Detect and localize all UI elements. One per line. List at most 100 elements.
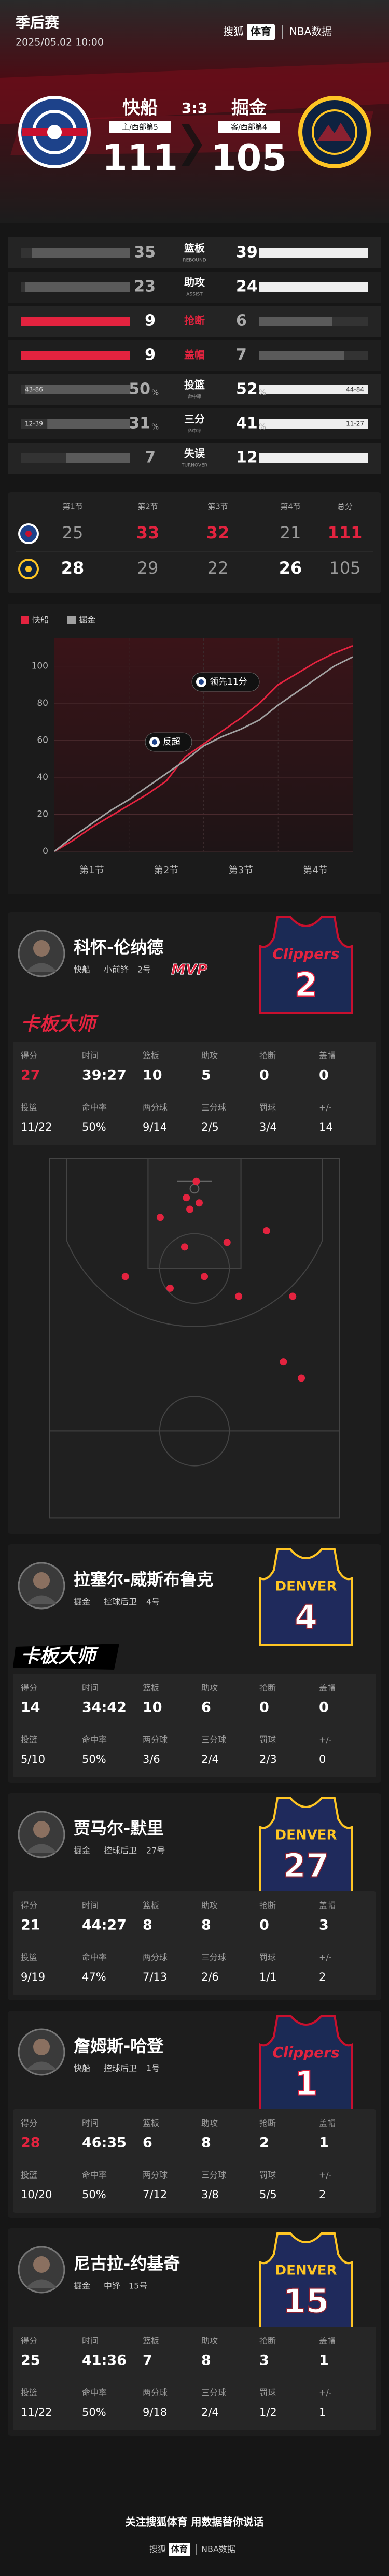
- shot: [223, 1239, 231, 1246]
- stat-value: 2/4: [201, 2406, 219, 2418]
- stat-label: 罚球: [259, 2170, 276, 2180]
- away-bar: [259, 351, 344, 360]
- series-score: 3:3: [182, 99, 207, 117]
- stat-label: 抢断: [184, 315, 205, 327]
- quarter-header: 第4节: [280, 502, 301, 511]
- player-number: 15号: [129, 2281, 147, 2291]
- footer-slogan: 关注搜狐体育 用数据替你说话: [126, 2516, 264, 2528]
- legend-swatch: [67, 616, 76, 624]
- stat-label: 命中率: [82, 1953, 107, 1962]
- player-position: 小前锋: [104, 965, 129, 975]
- jersey-number: 4: [295, 1599, 318, 1637]
- stat-value: 7/13: [143, 1971, 167, 1983]
- away-bar: [259, 282, 368, 292]
- stat-value: 1: [319, 2135, 329, 2151]
- stat-value: 21: [21, 1917, 40, 1933]
- away-bar: [259, 419, 368, 429]
- jersey: [259, 916, 353, 1014]
- stat-value: 14: [319, 1121, 333, 1133]
- stat-value: 9/18: [143, 2406, 167, 2418]
- stat-label: 得分: [21, 1051, 37, 1061]
- stat-label: 命中率: [82, 1103, 107, 1113]
- stat-label: 罚球: [259, 1103, 276, 1113]
- away-quarter-score: 22: [207, 558, 229, 578]
- y-tick-label: 0: [43, 846, 48, 857]
- stat-value: 50%: [82, 1121, 106, 1133]
- stat-value: 3: [319, 1917, 329, 1933]
- stat-label: 助攻: [201, 1901, 218, 1911]
- stat-value: 3/6: [143, 1753, 160, 1766]
- away-detail: 44-84: [346, 386, 364, 393]
- stat-value: 50%: [82, 2188, 106, 2201]
- footer-brand-box: [169, 2543, 190, 2556]
- jersey-text: DENVER: [275, 2263, 337, 2279]
- away-quarter-score: 26: [279, 558, 302, 578]
- jersey-number: 15: [283, 2283, 329, 2321]
- shot: [186, 1205, 194, 1213]
- datetime: 2025/05.02 10:00: [16, 37, 104, 48]
- brush-stroke: [0, 62, 389, 124]
- court-center: [159, 1396, 230, 1467]
- brand-box-text: 体育: [251, 25, 271, 38]
- player-position: 控球后卫: [104, 2063, 137, 2073]
- stat-label: 三分球: [201, 1103, 226, 1113]
- shot: [201, 1273, 209, 1280]
- away-value: 7: [236, 346, 247, 364]
- home-value: 9: [145, 312, 156, 330]
- jersey-text: DENVER: [275, 1579, 337, 1595]
- away-value: 12: [236, 449, 258, 467]
- stat-value: 6: [143, 2135, 152, 2151]
- annotation-icon: [152, 739, 157, 745]
- player-number: 2号: [137, 965, 151, 975]
- stat-value: 1: [319, 2406, 326, 2418]
- stat-value: 0: [319, 1068, 329, 1084]
- home-value: 7: [145, 449, 156, 467]
- avatar: [26, 963, 57, 972]
- jersey-number: 1: [295, 2065, 318, 2103]
- stat-value: 0: [319, 1700, 329, 1716]
- away-bar: [259, 385, 368, 394]
- jersey-number: 2: [295, 966, 318, 1005]
- away-quarter-score: 28: [61, 558, 85, 578]
- brand-box: [247, 24, 275, 40]
- seed-box: [218, 121, 280, 133]
- player-tag: 卡板大师: [21, 1646, 99, 1667]
- stat-sublabel: TURNOVER: [181, 463, 207, 468]
- player-name: 拉塞尔-威斯布鲁克: [74, 1570, 213, 1589]
- stat-label: 两分球: [143, 2388, 168, 2398]
- avatar: [33, 940, 50, 957]
- stat-value: 2/4: [201, 1753, 219, 1766]
- annotation-icon: [199, 679, 204, 685]
- stat-value: 44:27: [82, 1917, 127, 1933]
- footer-brand-text: 搜狐: [149, 2544, 166, 2554]
- stat-value: 11/22: [21, 2406, 52, 2418]
- stat-value: 25: [21, 2353, 40, 2369]
- stat-label: 投篮: [21, 2170, 37, 2180]
- stat-value: 8: [201, 2135, 211, 2151]
- home-bar: [21, 351, 130, 360]
- home-bar: [47, 419, 130, 429]
- home-bar: [66, 453, 130, 463]
- home-value: 31: [129, 415, 150, 433]
- stat-label: 得分: [21, 2336, 37, 2346]
- stat-label: 时间: [82, 2336, 99, 2346]
- stat-label: 两分球: [143, 2170, 168, 2180]
- stat-value: 1/2: [259, 2406, 277, 2418]
- stat-label: 助攻: [201, 2118, 218, 2128]
- annotation: 反超: [163, 737, 180, 747]
- x-tick-label: 第4节: [303, 865, 327, 876]
- jersey-text: DENVER: [275, 1828, 337, 1843]
- stat-sublabel: REBOUND: [183, 258, 206, 263]
- stat-label: 盖帽: [184, 349, 205, 361]
- mini-logo: [25, 566, 32, 572]
- stat-value: 8: [201, 1917, 211, 1933]
- page-title: 季后赛: [16, 14, 60, 31]
- away-bar: [259, 453, 368, 463]
- away-seed: 客/西部第4: [231, 123, 267, 132]
- y-tick-label: 40: [37, 772, 48, 782]
- away-bar: [259, 248, 368, 258]
- home-value: 50: [129, 380, 150, 399]
- stat-label: 盖帽: [319, 2118, 336, 2128]
- stat-value: 11/22: [21, 1121, 52, 1133]
